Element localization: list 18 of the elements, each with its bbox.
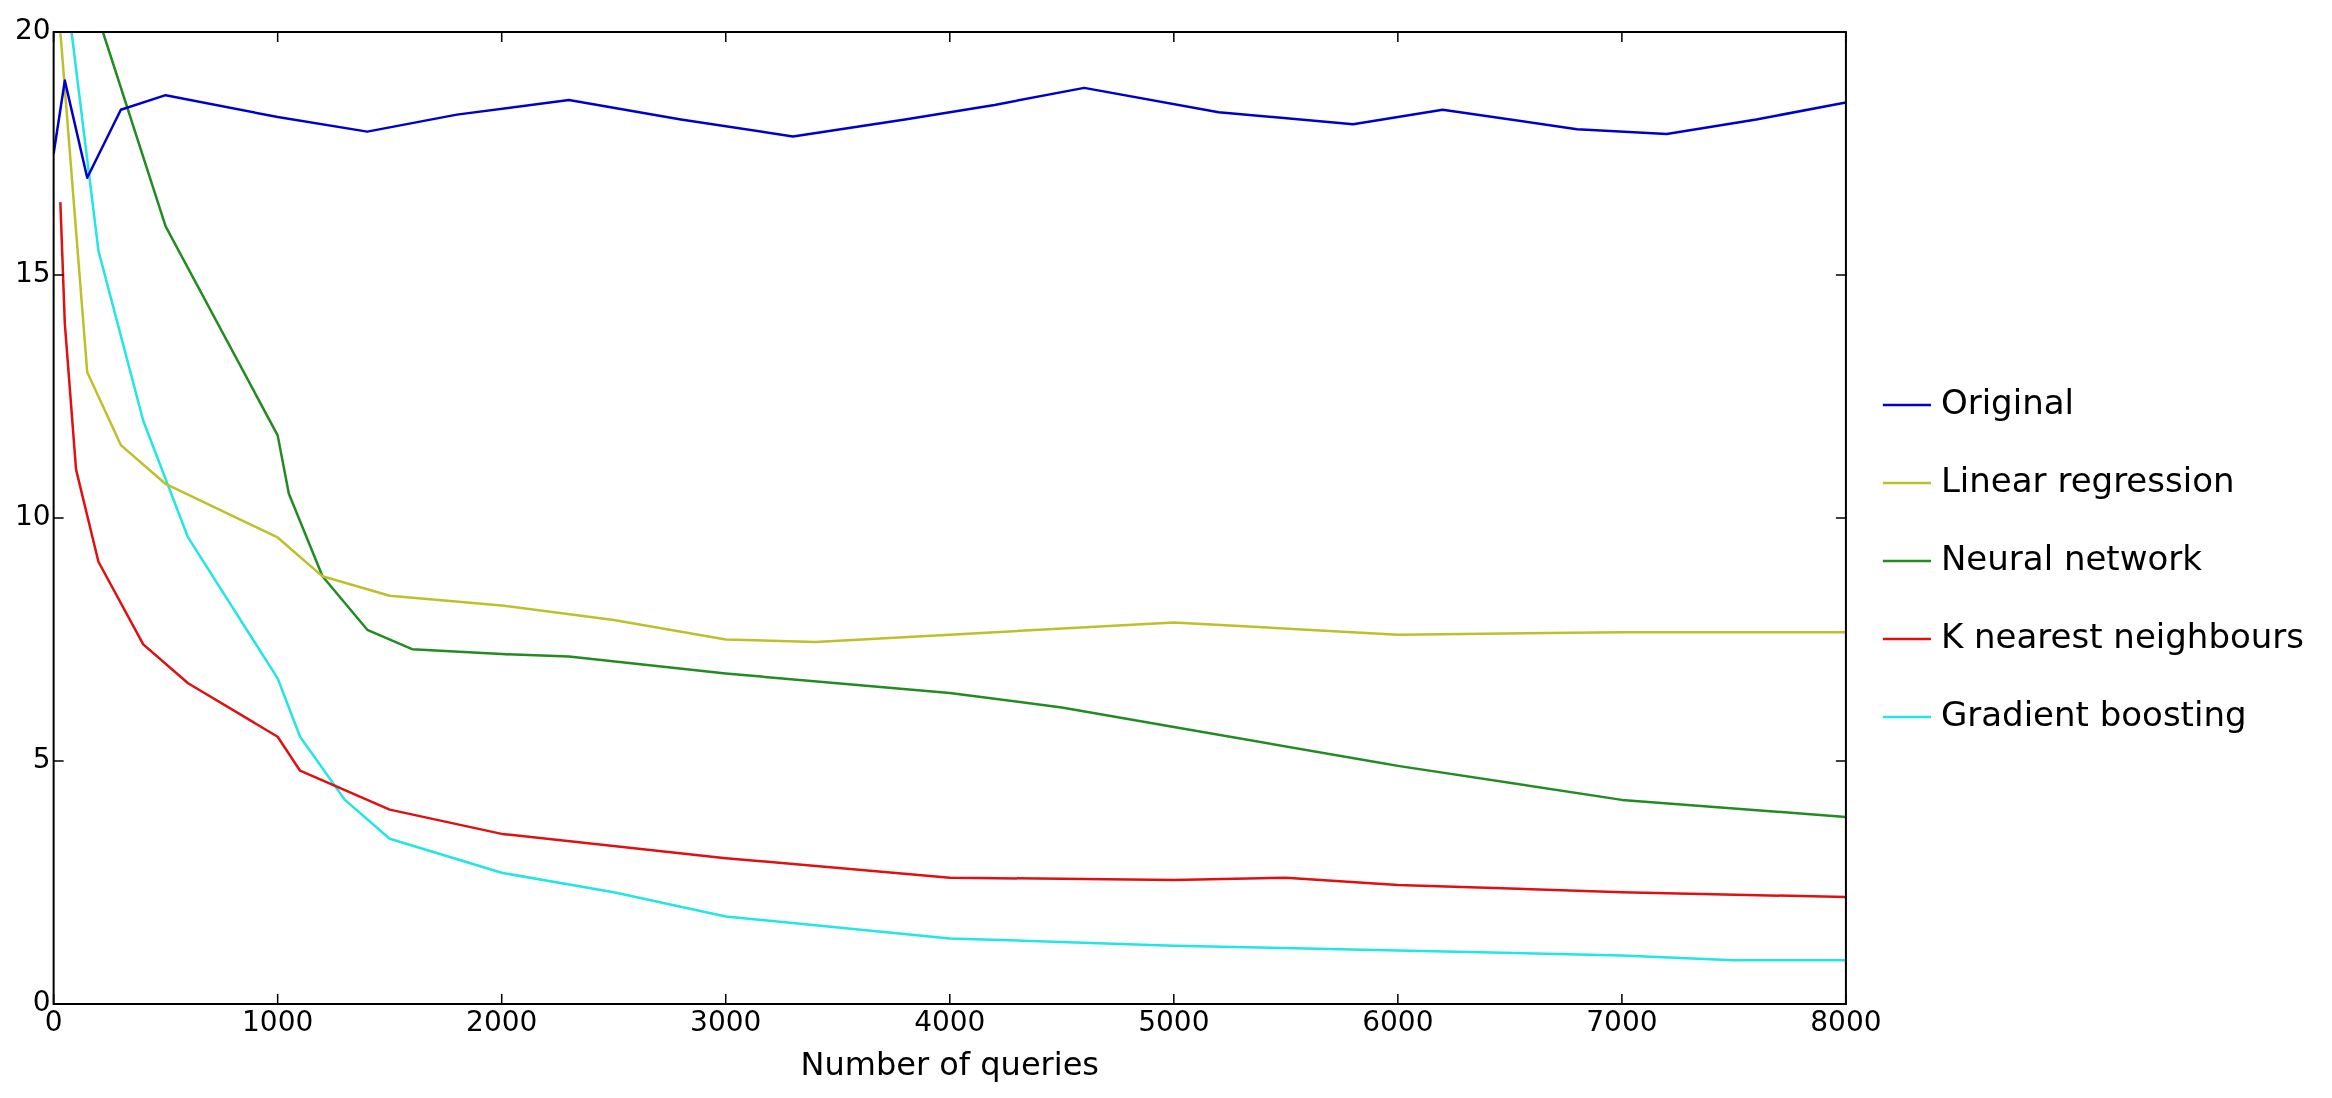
y-tick-label: 5 [32,742,51,776]
y-tick-label: 20 [14,13,51,47]
x-tick-label: 1000 [242,1005,314,1039]
x-tick-label: 3000 [690,1005,762,1039]
legend-label: Neural network [1940,537,2203,578]
x-tick-label: 6000 [1362,1005,1434,1039]
y-tick-label: 15 [14,256,51,290]
x-tick-label: 4000 [914,1005,986,1039]
legend-label: K nearest neighbours [1940,615,2304,656]
legend-label: Original [1940,381,2074,422]
legend-label: Linear regression [1940,459,2235,500]
x-tick-label: 5000 [1138,1005,1210,1039]
x-tick-label: 8000 [1810,1005,1882,1039]
x-tick-label: 7000 [1586,1005,1658,1039]
x-axis-title: Number of queries [800,1045,1099,1084]
x-tick-label: 2000 [466,1005,538,1039]
y-tick-label: 10 [14,499,51,533]
legend-label: Gradient boosting [1940,693,2247,734]
